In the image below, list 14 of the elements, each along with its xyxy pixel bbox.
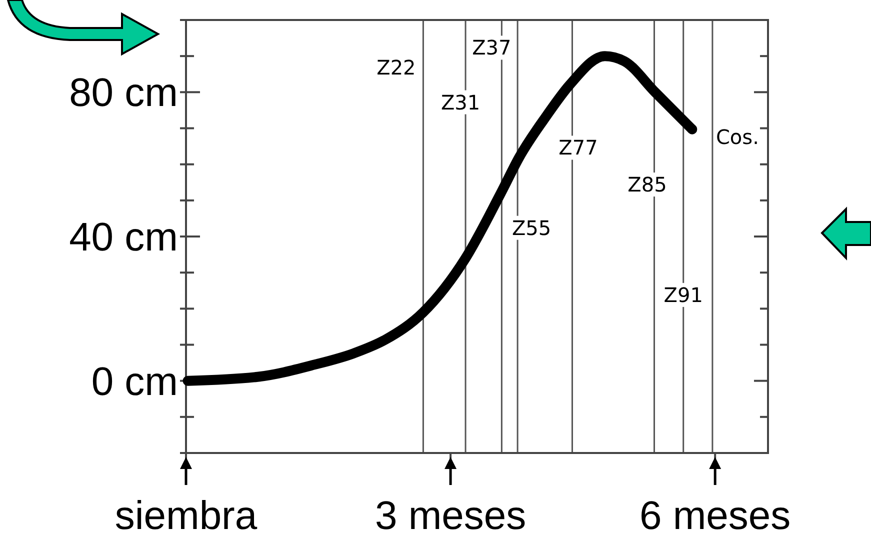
ref-line-label: Z22 bbox=[376, 56, 416, 80]
x-tick-label: 3 meses bbox=[374, 494, 526, 537]
y-tick-label: 40 cm bbox=[69, 216, 178, 260]
y-tick-label: 0 cm bbox=[91, 360, 178, 404]
ref-line-label: Z55 bbox=[512, 216, 552, 240]
x-tick-label: 6 meses bbox=[640, 494, 791, 537]
ref-line-label: Z77 bbox=[558, 136, 598, 160]
ref-line-label: Cos. bbox=[716, 124, 759, 149]
y-tick-label: 80 cm bbox=[69, 71, 178, 116]
ref-line-label: Z37 bbox=[472, 36, 512, 60]
ref-line-label: Z31 bbox=[440, 90, 480, 114]
ref-line-label: Z85 bbox=[628, 172, 667, 197]
x-tick-label: siembra bbox=[114, 494, 258, 537]
ref-line-label: Z91 bbox=[664, 282, 703, 307]
